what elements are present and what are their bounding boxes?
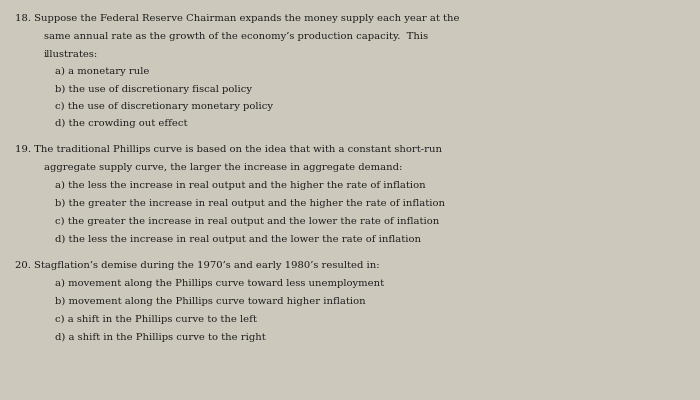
Text: c) the greater the increase in real output and the lower the rate of inflation: c) the greater the increase in real outp… (55, 217, 439, 226)
Text: d) the crowding out effect: d) the crowding out effect (55, 119, 187, 128)
Text: illustrates:: illustrates: (44, 50, 98, 59)
Text: b) the use of discretionary fiscal policy: b) the use of discretionary fiscal polic… (55, 84, 251, 94)
Text: 20. Stagflation’s demise during the 1970’s and early 1980’s resulted in:: 20. Stagflation’s demise during the 1970… (15, 261, 380, 270)
Text: d) the less the increase in real output and the lower the rate of inflation: d) the less the increase in real output … (55, 235, 421, 244)
Text: a) a monetary rule: a) a monetary rule (55, 67, 149, 76)
Text: c) the use of discretionary monetary policy: c) the use of discretionary monetary pol… (55, 102, 272, 111)
Text: 19. The traditional Phillips curve is based on the idea that with a constant sho: 19. The traditional Phillips curve is ba… (15, 145, 442, 154)
Text: c) a shift in the Phillips curve to the left: c) a shift in the Phillips curve to the … (55, 315, 256, 324)
Text: b) the greater the increase in real output and the higher the rate of inflation: b) the greater the increase in real outp… (55, 199, 445, 208)
Text: a) movement along the Phillips curve toward less unemployment: a) movement along the Phillips curve tow… (55, 279, 384, 288)
Text: 18. Suppose the Federal Reserve Chairman expands the money supply each year at t: 18. Suppose the Federal Reserve Chairman… (15, 14, 460, 23)
Text: d) a shift in the Phillips curve to the right: d) a shift in the Phillips curve to the … (55, 333, 265, 342)
Text: same annual rate as the growth of the economy’s production capacity.  This: same annual rate as the growth of the ec… (44, 32, 428, 41)
Text: b) movement along the Phillips curve toward higher inflation: b) movement along the Phillips curve tow… (55, 297, 365, 306)
Text: aggregate supply curve, the larger the increase in aggregate demand:: aggregate supply curve, the larger the i… (44, 163, 403, 172)
Text: a) the less the increase in real output and the higher the rate of inflation: a) the less the increase in real output … (55, 181, 425, 190)
